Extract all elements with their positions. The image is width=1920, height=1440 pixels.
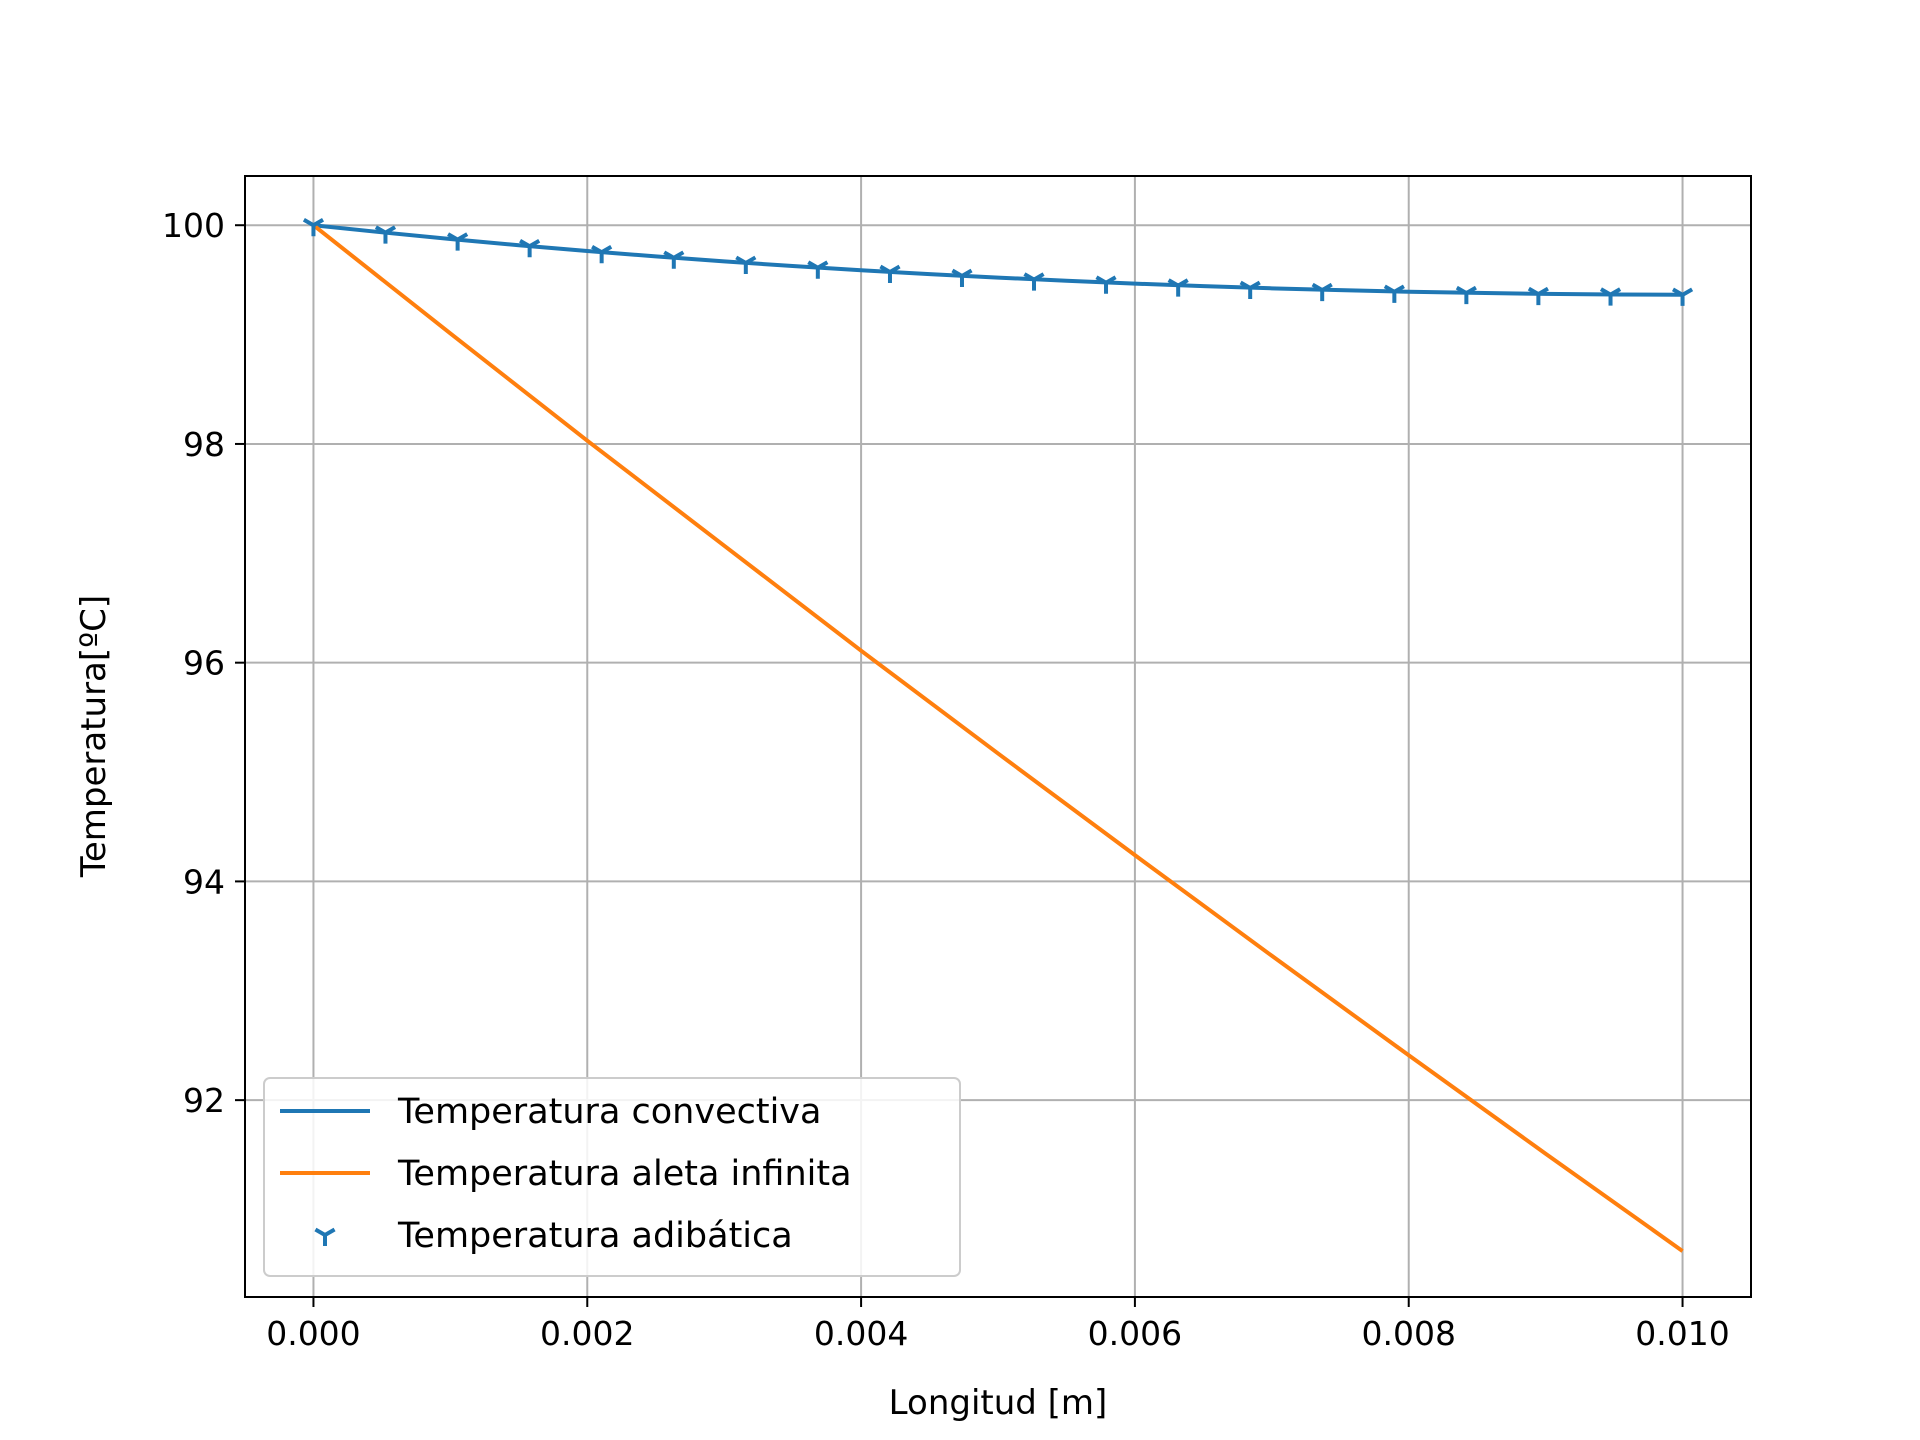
legend-label-aleta-infinita: Temperatura aleta infinita: [397, 1154, 852, 1194]
y-tick-label: 100: [162, 206, 225, 245]
scatter-point: [1671, 287, 1694, 306]
legend-box: [263, 1077, 961, 1277]
scatter-point: [663, 250, 685, 269]
legend: Temperatura convectiva Temperatura aleta…: [263, 1077, 961, 1277]
series-line-0: [313, 223, 1683, 297]
ticks: 0.000 0.002 0.004 0.006 0.008 0.010 92 94 96 98 10…: [162, 206, 1730, 1353]
x-axis-title: Longitud [m]: [889, 1383, 1108, 1423]
series-line-1: [312, 223, 1684, 1253]
scatter-point: [302, 217, 325, 237]
series-layer: [302, 217, 1694, 1253]
legend-label-convectiva: Temperatura convectiva: [397, 1092, 821, 1132]
scatter-point: [519, 238, 541, 258]
y-tick-label: 92: [183, 1081, 225, 1120]
scatter-point: [807, 260, 829, 279]
scatter-point: [1383, 284, 1405, 303]
scatter-point: [1455, 285, 1477, 305]
y-tick-label: 98: [183, 425, 225, 464]
scatter-point: [1599, 287, 1622, 306]
scatter-point: [951, 268, 973, 287]
scatter-point: [735, 255, 757, 274]
scatter-point: [1023, 272, 1045, 291]
x-tick-label: 0.004: [814, 1314, 908, 1353]
plot-frame: [244, 175, 1752, 1298]
scatter-point: [1527, 286, 1549, 306]
x-tick-label: 0.000: [266, 1314, 360, 1353]
scatter-point: [1095, 275, 1117, 294]
x-tick-label: 0.008: [1361, 1314, 1455, 1353]
y-axis-title: Temperatura[ºC]: [74, 595, 114, 878]
grid: [245, 176, 1751, 1297]
legend-marker-adibatica: [314, 1227, 336, 1246]
scatter-point: [1311, 282, 1333, 302]
x-tick-label: 0.010: [1635, 1314, 1729, 1353]
y-tick-label: 94: [183, 862, 225, 901]
scatter-point: [1239, 280, 1261, 299]
legend-label-adibatica: Temperatura adibática: [397, 1216, 793, 1256]
scatter-point: [879, 264, 901, 284]
scatter-point: [591, 244, 613, 264]
scatter-point: [447, 232, 469, 251]
x-tick-label: 0.006: [1088, 1314, 1182, 1353]
y-tick-label: 96: [183, 644, 225, 683]
scatter-point: [1167, 278, 1189, 297]
x-tick-label: 0.002: [540, 1314, 634, 1353]
scatter-point: [374, 225, 397, 244]
